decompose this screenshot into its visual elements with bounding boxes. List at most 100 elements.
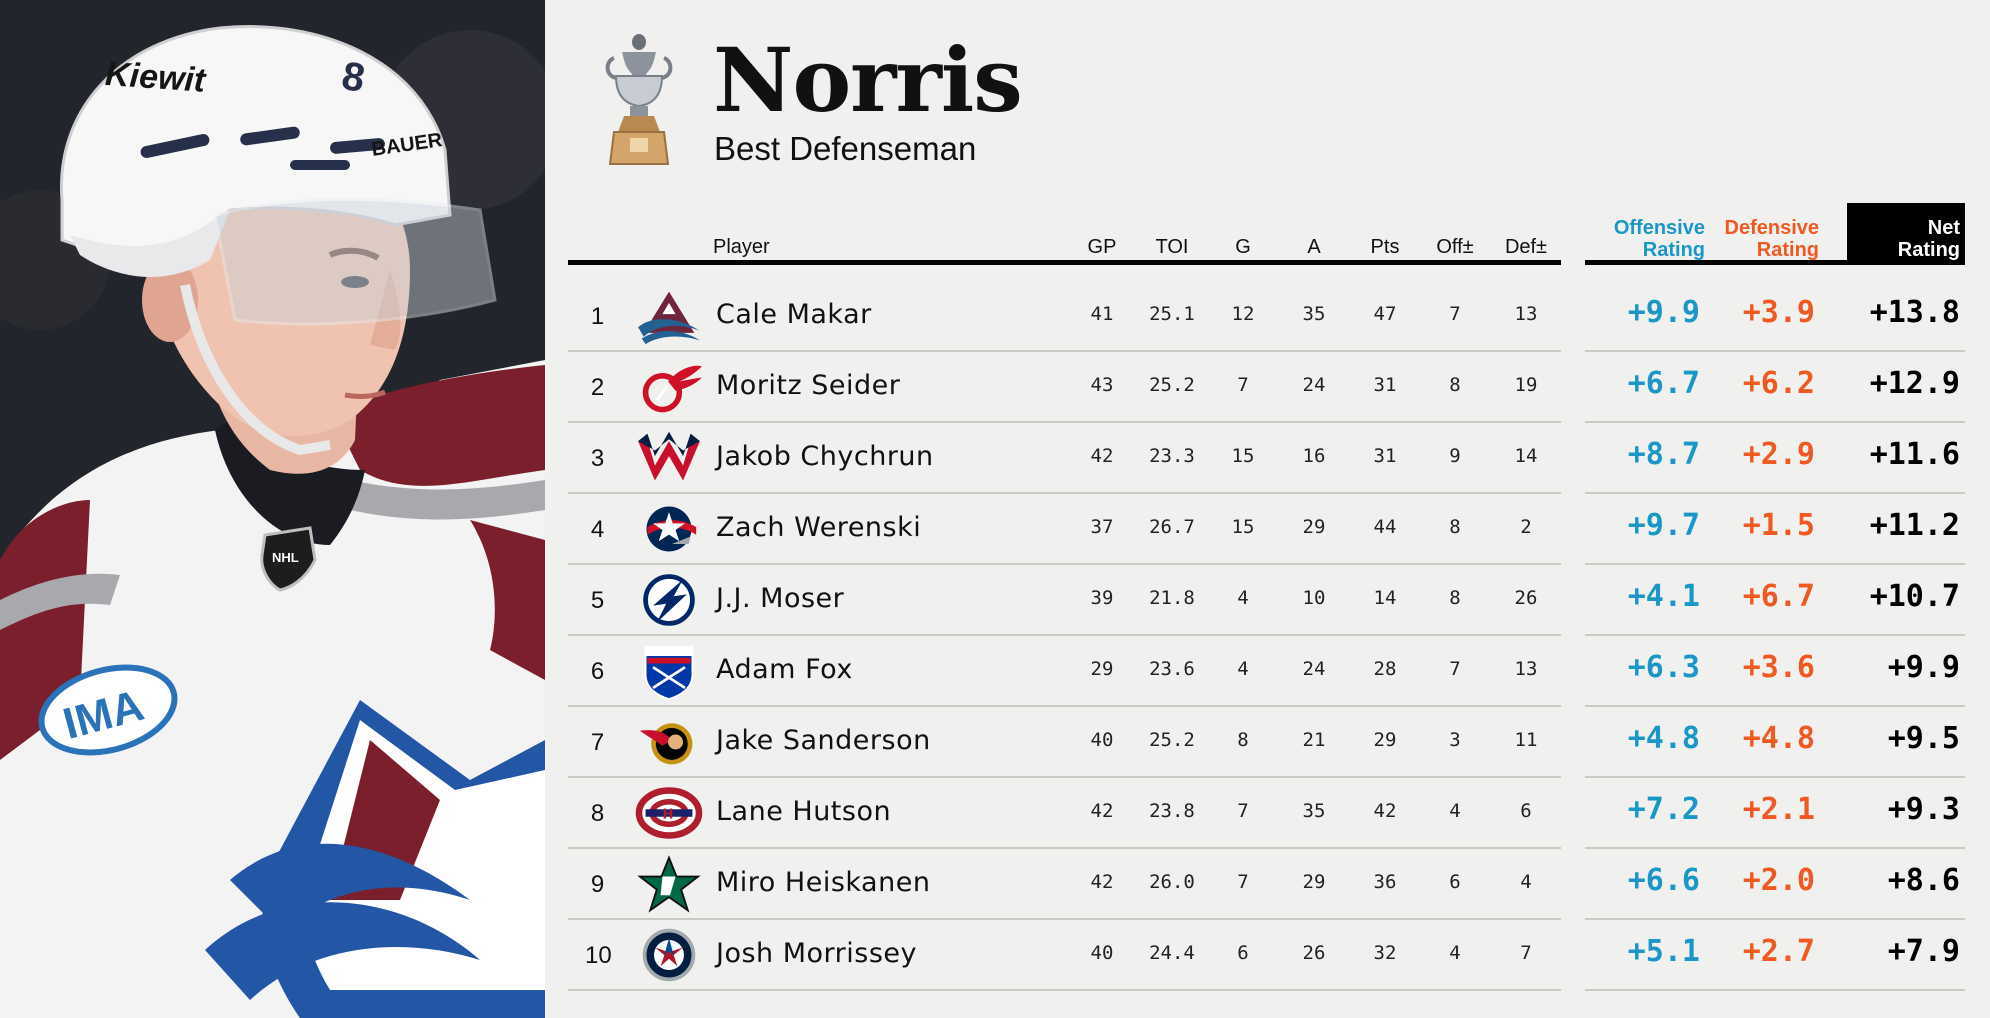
stat-off: 8	[1449, 587, 1461, 609]
player-name: J.J. Moser	[716, 583, 845, 614]
row-divider	[568, 421, 1561, 423]
net-rating: +13.8	[1869, 295, 1960, 330]
stat-off: 6	[1449, 871, 1461, 893]
player-name: Moritz Seider	[716, 370, 901, 401]
player-photo: Kiewit 8 BAUER NHL IMA	[0, 0, 545, 1018]
column-header-off: Off±	[1436, 236, 1474, 258]
table-row: 8 H Lane Hutson 42 23.8 7 35 42 4 6 +7.2 +2.1 +9.3	[0, 778, 1990, 849]
stat-gp: 40	[1090, 729, 1114, 751]
column-header-offensive-rating: Offensive Rating	[1600, 217, 1705, 261]
table-row: 2 Moritz Seider 43 25.2 7 24 31 8 19 +6.7 +6.2 +12.…	[0, 352, 1990, 423]
stat-gp: 39	[1090, 587, 1114, 609]
stat-gp: 43	[1090, 374, 1114, 396]
player-rank: 3	[590, 445, 605, 472]
stat-off: 3	[1449, 729, 1461, 751]
row-divider	[568, 350, 1561, 352]
defensive-rating: +2.9	[1742, 437, 1815, 472]
stat-gp: 37	[1090, 516, 1114, 538]
net-rating: +9.3	[1887, 792, 1960, 827]
row-divider	[1585, 847, 1965, 849]
stat-def: 26	[1514, 587, 1538, 609]
detroit-red-wings-logo-icon	[642, 365, 702, 413]
stat-g: 8	[1237, 729, 1249, 751]
net-rating: +12.9	[1869, 366, 1960, 401]
player-name: Zach Werenski	[716, 512, 922, 543]
player-rank: 5	[590, 587, 605, 614]
stat-a: 29	[1302, 516, 1326, 538]
stat-def: 11	[1514, 729, 1538, 751]
stat-pts: 32	[1373, 942, 1397, 964]
defensive-rating: +3.6	[1742, 650, 1815, 685]
row-divider	[568, 847, 1561, 849]
table-row: 1 Cale Makar 41 25.1 12 35 47 7 13 +9.9 +3.9 +13.8	[0, 281, 1990, 352]
defensive-rating: +2.7	[1742, 934, 1815, 969]
stat-toi: 25.2	[1149, 374, 1195, 396]
stat-toi: 25.1	[1149, 303, 1195, 325]
net-rating: +7.9	[1887, 934, 1960, 969]
net-rating-header-background	[1847, 203, 1965, 264]
award-subtitle: Best Defenseman	[714, 130, 977, 167]
ima-patch-icon: IMA	[38, 664, 178, 756]
player-rank: 9	[590, 871, 605, 898]
net-rating: +9.5	[1887, 721, 1960, 756]
stat-pts: 31	[1373, 445, 1397, 467]
column-header-defensive-rating: Defensive Rating	[1715, 217, 1820, 261]
stat-off: 7	[1449, 303, 1461, 325]
player-rank: 2	[590, 374, 605, 401]
stat-off: 7	[1449, 658, 1461, 680]
stat-a: 10	[1302, 587, 1326, 609]
column-header-player: Player	[713, 236, 770, 258]
row-divider	[568, 989, 1561, 991]
table-row: 5 J.J. Moser 39 21.8 4 10 14 8 26 +4.1 +6.7 +10.7	[0, 565, 1990, 636]
row-divider	[1585, 918, 1965, 920]
stat-toi: 24.4	[1149, 942, 1195, 964]
stat-def: 14	[1514, 445, 1538, 467]
net-rating: +11.6	[1869, 437, 1960, 472]
player-rank: 7	[590, 729, 605, 756]
player-name: Jakob Chychrun	[716, 441, 934, 472]
net-rating: +11.2	[1869, 508, 1960, 543]
row-divider	[568, 705, 1561, 707]
winnipeg-jets-logo-icon	[642, 928, 696, 982]
row-divider	[568, 492, 1561, 494]
table-row: 4 Zach Werenski 37 26.7 15 29 44 8 2 +9.7 +1.5 +11.…	[0, 494, 1990, 565]
stat-off: 9	[1449, 445, 1461, 467]
stat-toi: 21.8	[1149, 587, 1195, 609]
stat-def: 6	[1520, 800, 1532, 822]
row-divider	[1585, 563, 1965, 565]
stat-toi: 23.6	[1149, 658, 1195, 680]
defensive-rating: +4.8	[1742, 721, 1815, 756]
header-rule-ratings	[1585, 260, 1965, 265]
player-name: Lane Hutson	[716, 796, 892, 827]
defensive-rating-header-line-1: Defensive	[1724, 217, 1820, 239]
stat-a: 21	[1302, 729, 1326, 751]
row-divider	[568, 563, 1561, 565]
player-name: Jake Sanderson	[716, 725, 931, 756]
offensive-rating: +6.3	[1627, 650, 1700, 685]
defensive-rating: +6.2	[1742, 366, 1815, 401]
table-row: 7 Jake Sanderson 40 25.2 8 21 29 3 11 +4.8 +4.8 +9.…	[0, 707, 1990, 778]
stat-off: 8	[1449, 516, 1461, 538]
player-rank: 6	[590, 658, 605, 685]
player-name: Adam Fox	[716, 654, 853, 685]
stat-gp: 40	[1090, 942, 1114, 964]
nhl-crest-icon: NHL	[260, 526, 317, 592]
stat-toi: 23.8	[1149, 800, 1195, 822]
table-row: 6 Adam Fox 29 23.6 4 24 28 7 13 +6.3 +3.6 +9.9	[0, 636, 1990, 707]
defensive-rating-header-line-2: Rating	[1756, 239, 1819, 261]
stat-toi: 26.0	[1149, 871, 1195, 893]
table-row: 9 Miro Heiskanen 42 26.0 7 29 36 6 4 +6.6 +2.0 +8.6	[0, 849, 1990, 920]
row-divider	[1585, 492, 1965, 494]
net-rating: +8.6	[1887, 863, 1960, 898]
stat-g: 4	[1237, 587, 1249, 609]
stat-off: 8	[1449, 374, 1461, 396]
stat-def: 13	[1514, 303, 1538, 325]
defensive-rating: +2.0	[1742, 863, 1815, 898]
row-divider	[568, 634, 1561, 636]
stat-pts: 14	[1373, 587, 1397, 609]
net-rating: +10.7	[1869, 579, 1960, 614]
stat-g: 4	[1237, 658, 1249, 680]
award-title: Norris	[713, 28, 1023, 132]
columbus-blue-jackets-logo-icon	[646, 506, 697, 552]
crest-text: NHL	[272, 550, 299, 565]
